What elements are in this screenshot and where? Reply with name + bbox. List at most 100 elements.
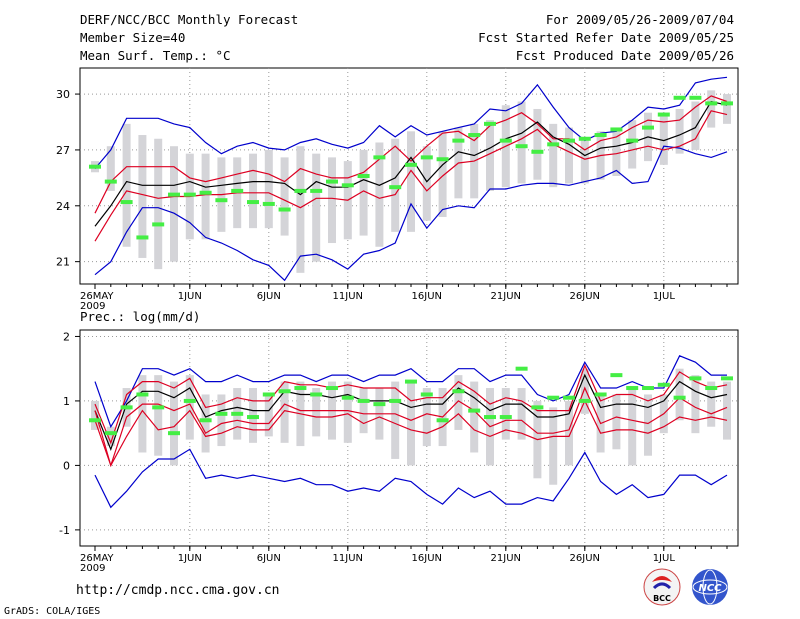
precipitation-member-marker: [199, 418, 212, 423]
temperature-spread-box: [280, 157, 289, 236]
precipitation-member-marker: [341, 395, 354, 400]
temperature-xlabel: 26MAY: [80, 291, 114, 302]
precipitation-spread-box: [264, 394, 273, 437]
precipitation-spread-box: [359, 388, 368, 434]
temperature-member-marker: [215, 198, 228, 203]
temperature-member-marker: [262, 201, 275, 206]
precipitation-member-marker: [104, 431, 117, 436]
temperature-member-marker: [152, 222, 165, 227]
precipitation-spread-box: [106, 426, 115, 447]
precipitation-xlabel: 21JUN: [491, 553, 521, 564]
grads-credit: GrADS: COLA/IGES: [4, 606, 101, 617]
precipitation-member-marker: [231, 411, 244, 416]
temperature-member-marker: [452, 138, 465, 143]
precipitation-member-marker: [484, 415, 496, 420]
temperature-member-marker: [594, 133, 607, 138]
temperature-spread-box: [422, 146, 431, 221]
temperature-member-marker: [689, 95, 702, 100]
precipitation-spread-box: [454, 375, 463, 430]
temperature-member-marker: [89, 164, 101, 169]
precipitation-spread-box: [154, 375, 163, 456]
temperature-member-marker: [294, 188, 307, 193]
temperature-spread-box: [170, 146, 178, 262]
precipitation-xlabel: 1JUN: [178, 553, 202, 564]
precipitation-member-marker: [326, 386, 338, 391]
temperature-ylabel: 24: [56, 200, 70, 213]
precipitation-spread-box: [517, 388, 526, 440]
precipitation-member-marker: [389, 398, 402, 403]
precipitation-series-mean: [94, 373, 728, 451]
precipitation-member-marker: [357, 398, 370, 403]
precipitation-member-marker: [278, 389, 291, 394]
precipitation-spread-box: [91, 400, 99, 430]
ncc-logo-text: NCC: [698, 583, 722, 594]
logos: BCC NCC: [643, 568, 728, 606]
temperature-member-marker: [610, 127, 623, 132]
temperature-spread-box: [264, 149, 273, 229]
temperature-member-marker: [705, 101, 718, 106]
precipitation-member-marker: [183, 398, 196, 403]
temperature-member-marker: [499, 138, 512, 143]
temperature-member-marker: [657, 112, 670, 117]
temperature-member-marker: [484, 121, 496, 126]
precipitation-xlabel: 16JUN: [412, 553, 442, 564]
precipitation-member-marker: [152, 405, 165, 410]
precipitation-spread-box: [201, 394, 210, 453]
started-refer-date: Fcst Started Refer Date 2009/05/25: [478, 30, 734, 45]
temperature-member-marker: [231, 188, 244, 193]
precipitation-member-marker: [120, 405, 133, 410]
temperature-member-marker: [531, 149, 544, 154]
temperature-member-marker: [420, 155, 433, 160]
precipitation-spread-box: [470, 381, 479, 453]
precipitation-spread-box: [580, 368, 589, 414]
temperature-xlabel: 16JUN: [412, 291, 442, 302]
precipitation-member-marker: [626, 386, 639, 391]
temperature-spread-box: [122, 123, 131, 247]
precipitation-spread-box: [691, 375, 700, 434]
source-url[interactable]: http://cmdp.ncc.cma.gov.cn: [76, 583, 280, 598]
temperature-spread-box: [628, 120, 637, 169]
precipitation-member-marker: [610, 373, 623, 378]
precipitation-member-marker: [373, 402, 386, 407]
precipitation-spread-box: [707, 381, 716, 427]
temperature-xlabel: 1JUL: [653, 291, 676, 302]
precipitation-member-marker: [515, 366, 528, 371]
precipitation-spread-box: [549, 407, 558, 485]
precipitation-frame: [79, 329, 739, 547]
produced-date: Fcst Produced Date 2009/05/26: [515, 48, 734, 63]
bcc-logo-text: BCC: [653, 594, 671, 603]
precipitation-member-marker: [673, 395, 686, 400]
temperature-spread-box: [328, 157, 336, 244]
temperature-spread-box: [533, 108, 542, 180]
precipitation-member-marker: [721, 376, 733, 381]
precipitation-spread-box: [280, 381, 289, 443]
temperature-spread-box: [138, 135, 147, 258]
precipitation-member-marker: [247, 415, 259, 420]
temperature-xlabel: 26JUN: [570, 291, 600, 302]
temperature-spread-box: [675, 108, 684, 154]
precipitation-ylabel: 1: [63, 395, 70, 408]
precipitation-member-marker: [705, 386, 718, 391]
precipitation-member-marker: [436, 418, 449, 423]
precipitation-member-marker: [420, 392, 433, 397]
temperature-series-lo: [94, 110, 728, 242]
temperature-spread-box: [486, 120, 494, 191]
precipitation-member-marker: [215, 411, 228, 416]
precipitation-spread-box: [675, 368, 684, 421]
precipitation-spread-box: [565, 400, 573, 466]
precipitation-spread-box: [138, 375, 147, 453]
precipitation-member-marker: [689, 376, 702, 381]
precipitation-xlabel: 26JUN: [570, 553, 600, 564]
temperature-member-marker: [578, 136, 591, 141]
precipitation-member-marker: [578, 398, 591, 403]
temperature-member-marker: [373, 155, 386, 160]
temperature-spread-box: [312, 153, 321, 262]
temperature-member-marker: [721, 101, 733, 106]
precipitation-member-marker: [468, 408, 481, 413]
temperature-member-marker: [326, 179, 338, 184]
temperature-member-marker: [278, 207, 291, 212]
temperature-member-marker: [405, 162, 417, 167]
temperature-spread-box: [723, 94, 731, 124]
temperature-member-marker: [104, 179, 117, 184]
